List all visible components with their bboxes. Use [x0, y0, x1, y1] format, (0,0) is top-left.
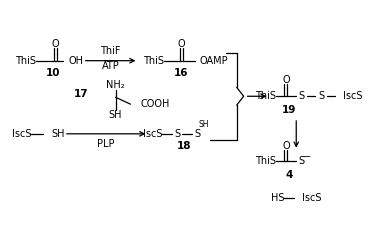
- Text: SH: SH: [51, 129, 65, 139]
- Text: S: S: [298, 91, 304, 101]
- Text: OH: OH: [69, 56, 84, 66]
- Text: 18: 18: [177, 141, 191, 151]
- Text: ThiS: ThiS: [255, 156, 276, 166]
- Text: PLP: PLP: [97, 139, 114, 149]
- Text: O: O: [282, 141, 290, 151]
- Text: ThiS: ThiS: [143, 56, 164, 66]
- Text: O: O: [178, 39, 185, 49]
- Text: S: S: [174, 129, 180, 139]
- Text: SH: SH: [199, 120, 209, 129]
- Text: −: −: [303, 151, 311, 162]
- Text: IscS: IscS: [12, 129, 31, 139]
- Text: 17: 17: [74, 89, 89, 99]
- Text: IscS: IscS: [302, 193, 322, 203]
- Text: S: S: [318, 91, 324, 101]
- Text: ThiS: ThiS: [255, 91, 276, 101]
- Text: O: O: [52, 39, 59, 49]
- Text: OAMP: OAMP: [200, 56, 228, 66]
- Text: 10: 10: [46, 68, 60, 77]
- Text: IscS: IscS: [343, 91, 362, 101]
- Text: 19: 19: [282, 105, 296, 115]
- Text: O: O: [282, 75, 290, 86]
- Text: IscS: IscS: [143, 129, 162, 139]
- Text: SH: SH: [109, 110, 122, 120]
- Text: NH₂: NH₂: [106, 80, 125, 90]
- Text: S: S: [298, 156, 304, 166]
- Text: HS: HS: [271, 193, 284, 203]
- Text: COOH: COOH: [141, 99, 170, 109]
- Text: S: S: [194, 129, 200, 139]
- Text: 4: 4: [286, 170, 293, 180]
- Text: ThiF: ThiF: [100, 46, 121, 56]
- Text: 16: 16: [174, 68, 188, 77]
- Text: ThiS: ThiS: [15, 56, 36, 66]
- Text: ATP: ATP: [102, 61, 119, 71]
